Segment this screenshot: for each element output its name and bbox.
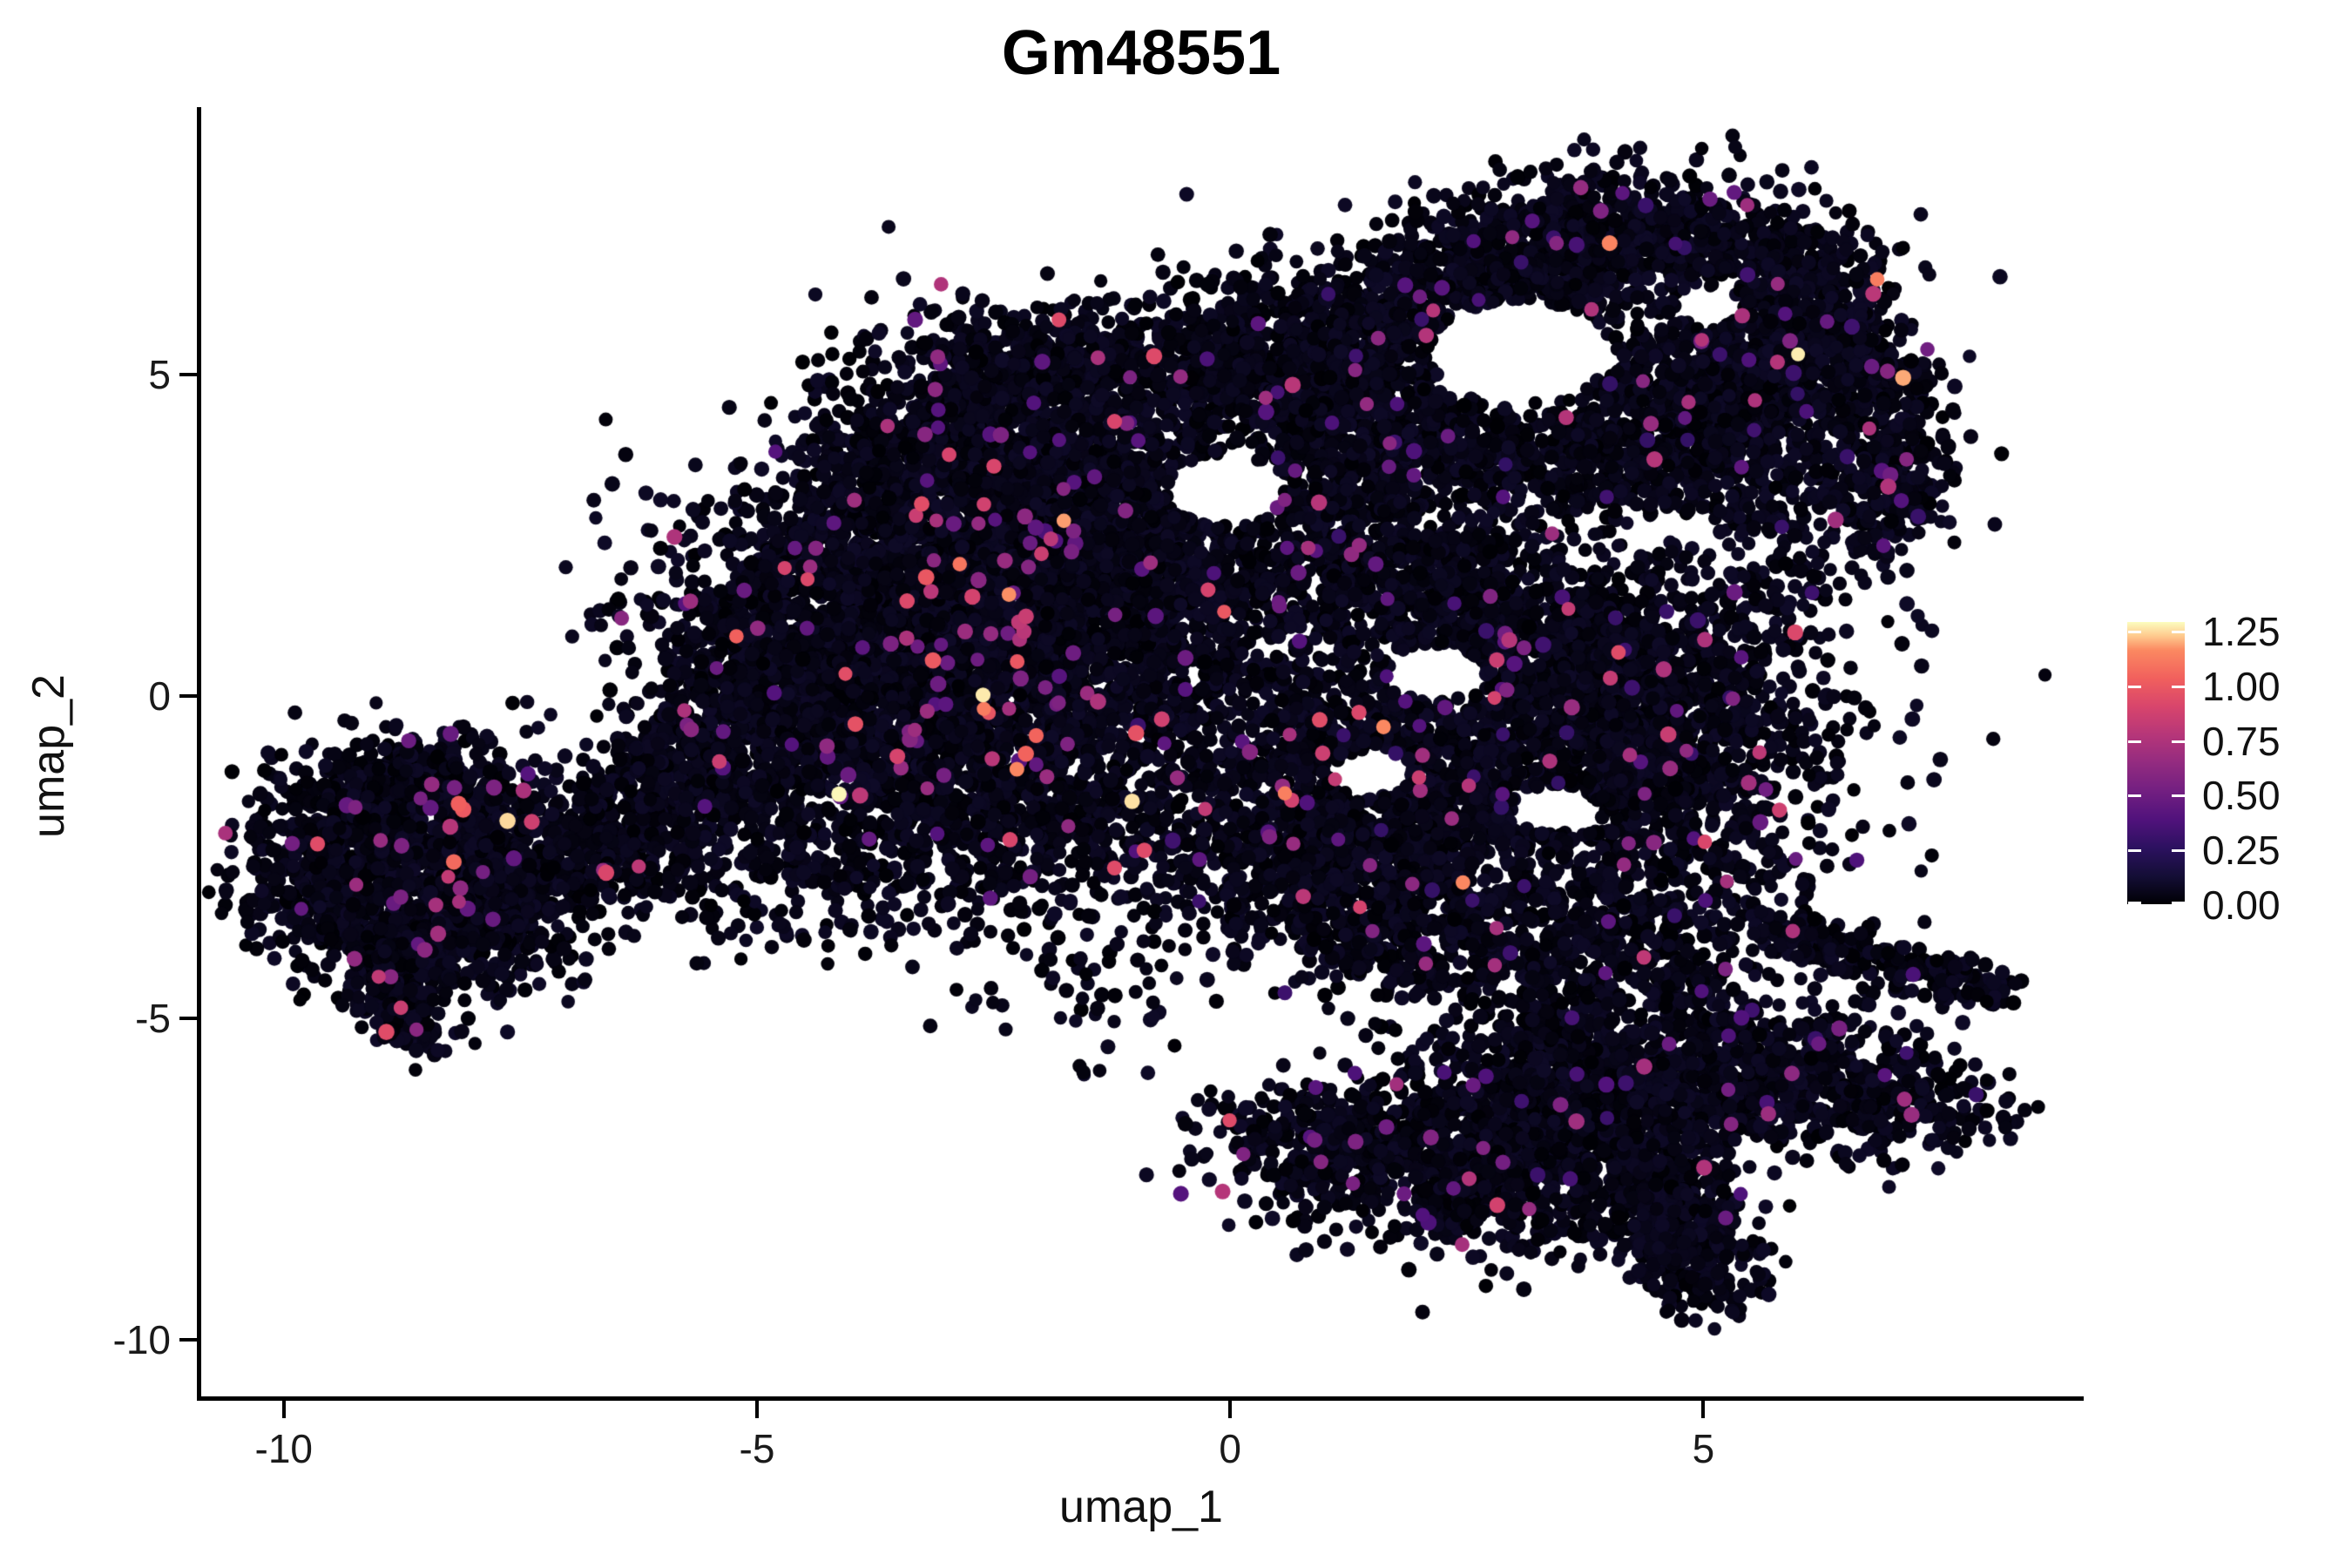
y-tick-mark (179, 1338, 197, 1342)
y-axis-title: umap_2 (24, 674, 74, 838)
chart-title: Gm48551 (1001, 18, 1281, 88)
colorbar-tick-mark (2128, 740, 2141, 743)
x-axis-line (197, 1396, 2084, 1401)
x-tick-mark (1228, 1401, 1233, 1418)
colorbar-tick-label: 0.25 (2202, 828, 2281, 874)
x-tick-label: 5 (1692, 1426, 1715, 1471)
colorbar-gradient (2127, 622, 2185, 904)
colorbar-tick-mark (2172, 902, 2185, 904)
x-axis-title: umap_1 (1059, 1482, 1223, 1532)
colorbar-tick-mark (2128, 631, 2141, 634)
colorbar-tick-mark (2172, 849, 2185, 853)
x-tick-label: -10 (254, 1426, 314, 1471)
colorbar-tick-mark (2172, 685, 2185, 688)
colorbar-tick-mark (2128, 849, 2141, 853)
y-tick-label: 5 (148, 351, 171, 397)
colorbar-tick-label: 0.75 (2202, 718, 2281, 764)
colorbar-tick-mark (2172, 794, 2185, 798)
y-tick-mark (179, 372, 197, 376)
colorbar-tick-mark (2128, 902, 2141, 904)
y-tick-mark (179, 694, 197, 699)
x-tick-mark (754, 1401, 759, 1418)
colorbar-tick-label: 1.25 (2202, 609, 2281, 655)
x-tick-label: -5 (739, 1426, 775, 1471)
colorbar-tick-mark (2172, 740, 2185, 743)
colorbar-tick-mark (2172, 631, 2185, 634)
y-tick-mark (179, 1016, 197, 1020)
colorbar-tick-label: 1.00 (2202, 663, 2281, 709)
y-tick-label: 0 (148, 673, 171, 720)
colorbar-tick-mark (2128, 794, 2141, 798)
y-tick-label: -5 (135, 995, 171, 1041)
colorbar-tick-label: 0.00 (2202, 882, 2281, 928)
colorbar-tick-label: 0.50 (2202, 773, 2281, 819)
y-axis-line (197, 107, 201, 1401)
y-tick-label: -10 (112, 1317, 171, 1363)
x-tick-label: 0 (1219, 1426, 1241, 1471)
colorbar-tick-mark (2128, 685, 2141, 688)
x-tick-mark (281, 1401, 286, 1418)
x-tick-mark (1701, 1401, 1706, 1418)
